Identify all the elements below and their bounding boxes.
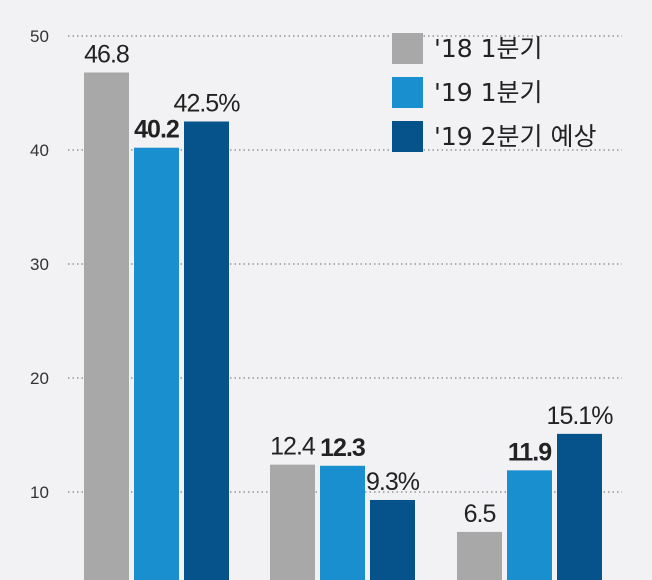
bar <box>557 433 602 580</box>
data-label: 40.2 <box>134 116 179 144</box>
bar <box>370 499 415 580</box>
legend-label: '18 1분기 <box>434 34 543 63</box>
y-axis-ticks: 10 20 30 40 50 <box>30 27 49 502</box>
bar <box>84 72 129 580</box>
y-tick-label: 10 <box>30 483 49 502</box>
legend-label: '19 2분기 예상 <box>434 122 596 151</box>
data-label: 42.5% <box>174 90 241 118</box>
bar <box>320 465 365 580</box>
bar <box>270 464 315 580</box>
legend-label: '19 1분기 <box>434 78 543 107</box>
legend-swatch <box>392 33 423 64</box>
y-tick-label: 30 <box>30 255 49 274</box>
data-label: 11.9 <box>508 438 551 466</box>
data-label: 6.5 <box>464 500 496 528</box>
data-label: 12.3 <box>320 434 365 462</box>
y-tick-label: 20 <box>30 369 49 388</box>
data-label: 9.3% <box>366 468 420 496</box>
data-labels: 46.8 12.4 6.5 40.2 12.3 11.9 42.5% 9.3% 15.1% <box>84 40 614 528</box>
bars <box>84 72 602 580</box>
data-label: 12.4 <box>270 433 316 461</box>
legend-swatch <box>392 121 423 152</box>
legend-swatch <box>392 77 423 108</box>
bar <box>507 470 552 580</box>
y-tick-label: 50 <box>30 27 49 46</box>
legend: '18 1분기 '19 1분기 '19 2분기 예상 <box>392 33 596 152</box>
bar <box>134 147 179 580</box>
y-tick-label: 40 <box>30 141 49 160</box>
data-label: 46.8 <box>84 40 129 68</box>
bar <box>457 531 502 580</box>
data-label: 15.1% <box>547 402 614 430</box>
bar <box>184 121 229 580</box>
